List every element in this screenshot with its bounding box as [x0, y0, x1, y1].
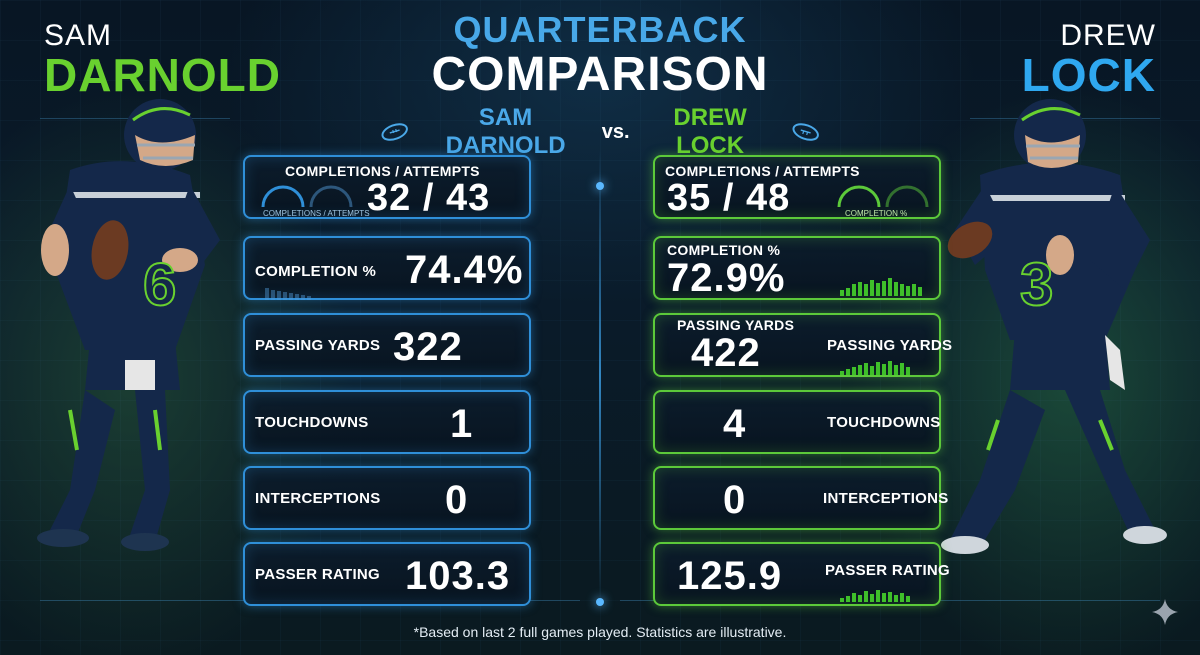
left-jersey-number: 6 — [143, 251, 176, 318]
stat-label: COMPLETION % — [667, 242, 781, 258]
gauge-label: COMPLETION % — [845, 209, 908, 218]
center-dot-bottom — [596, 598, 604, 606]
left-stat-card-touchdowns: TOUCHDOWNS 1 — [243, 390, 531, 454]
right-player-first-name: DREW — [1060, 19, 1156, 52]
right-stat-card-passing-yards: PASSING YARDS 422 PASSING YARDS — [653, 313, 952, 377]
right-jersey-number: 3 — [1020, 251, 1053, 318]
stat-label: COMPLETION % — [255, 263, 377, 280]
center-dot-top — [596, 182, 604, 190]
stat-value: 125.9 — [677, 554, 783, 598]
stat-value: 35 / 48 — [667, 177, 791, 219]
stat-value: 103.3 — [405, 554, 511, 598]
footnote: *Based on last 2 full games played. Stat… — [413, 624, 787, 640]
right-stat-card-completions-attempts: COMPLETIONS / ATTEMPTS 35 / 48 COMPLETIO… — [653, 155, 941, 219]
stat-value: 32 / 43 — [367, 177, 491, 219]
right-player-illustration: 3 — [941, 99, 1167, 554]
center-divider — [599, 150, 601, 600]
title-line-2: COMPARISON — [431, 48, 769, 101]
stat-label: TOUCHDOWNS — [255, 414, 369, 431]
stat-label: PASSING YARDS — [255, 337, 381, 354]
stat-value: 0 — [723, 478, 747, 522]
decor-bars — [840, 357, 910, 375]
title-block: QUARTERBACK COMPARISON SAM DARNOLD vs. D… — [380, 10, 820, 160]
decor-bars — [265, 282, 311, 300]
left-player-illustration: 6 — [37, 99, 220, 551]
stat-value: 0 — [445, 478, 469, 522]
left-stat-card-passer-rating: PASSER RATING 103.3 — [243, 542, 531, 606]
subtitle-right-player: DREW LOCK — [673, 104, 747, 159]
stat-label-secondary: PASSING YARDS — [827, 337, 953, 354]
football-icon — [381, 123, 408, 141]
decor-bars — [840, 584, 910, 602]
left-player-last-name: DARNOLD — [44, 49, 281, 101]
left-stat-card-completions-attempts: COMPLETIONS / ATTEMPTS 32 / 43 COMPLETIO… — [243, 155, 531, 219]
left-stat-card-passing-yards: PASSING YARDS 322 — [243, 313, 531, 377]
stat-value: 1 — [450, 402, 474, 446]
stat-label: PASSER RATING — [255, 566, 381, 583]
gauge-icon — [261, 185, 353, 208]
stat-value: 322 — [393, 325, 463, 369]
stat-label: COMPLETIONS / ATTEMPTS — [285, 163, 480, 179]
right-stat-card-interceptions: 0 INTERCEPTIONS — [653, 466, 948, 530]
stat-label: COMPLETIONS / ATTEMPTS — [665, 163, 860, 179]
gauge-icon — [837, 185, 929, 208]
stat-label: INTERCEPTIONS — [823, 490, 949, 507]
stat-value: 4 — [723, 402, 747, 446]
sparkle-icon — [1152, 599, 1178, 625]
stat-label: INTERCEPTIONS — [255, 490, 381, 507]
stat-label: PASSER RATING — [825, 562, 951, 579]
decor-bars — [840, 278, 922, 296]
subtitle-left-player: SAM DARNOLD — [445, 104, 566, 159]
stat-value: 74.4% — [405, 248, 524, 292]
gauge-label: COMPLETIONS / ATTEMPTS — [263, 209, 370, 218]
left-stat-card-completion-pct: COMPLETION % 74.4% — [243, 236, 531, 300]
left-player-first-name: SAM — [44, 19, 113, 52]
stat-label: TOUCHDOWNS — [827, 414, 941, 431]
left-player-name: SAM DARNOLD — [44, 19, 281, 101]
right-stat-card-touchdowns: 4 TOUCHDOWNS — [653, 390, 941, 454]
subtitle: SAM DARNOLD vs. DREW LOCK — [380, 104, 820, 160]
right-player-name: DREW LOCK — [1021, 19, 1156, 101]
title-line-1: QUARTERBACK — [453, 9, 747, 50]
stat-value: 72.9% — [667, 256, 786, 300]
left-stat-card-interceptions: INTERCEPTIONS 0 — [243, 466, 531, 530]
subtitle-vs: vs. — [601, 121, 630, 143]
stat-value: 422 — [691, 331, 761, 375]
right-stat-card-completion-pct: COMPLETION % 72.9% — [653, 236, 941, 300]
stat-label: PASSING YARDS — [677, 317, 795, 333]
football-icon — [792, 123, 819, 141]
right-stat-card-passer-rating: 125.9 PASSER RATING — [653, 542, 950, 606]
right-player-last-name: LOCK — [1021, 49, 1156, 101]
